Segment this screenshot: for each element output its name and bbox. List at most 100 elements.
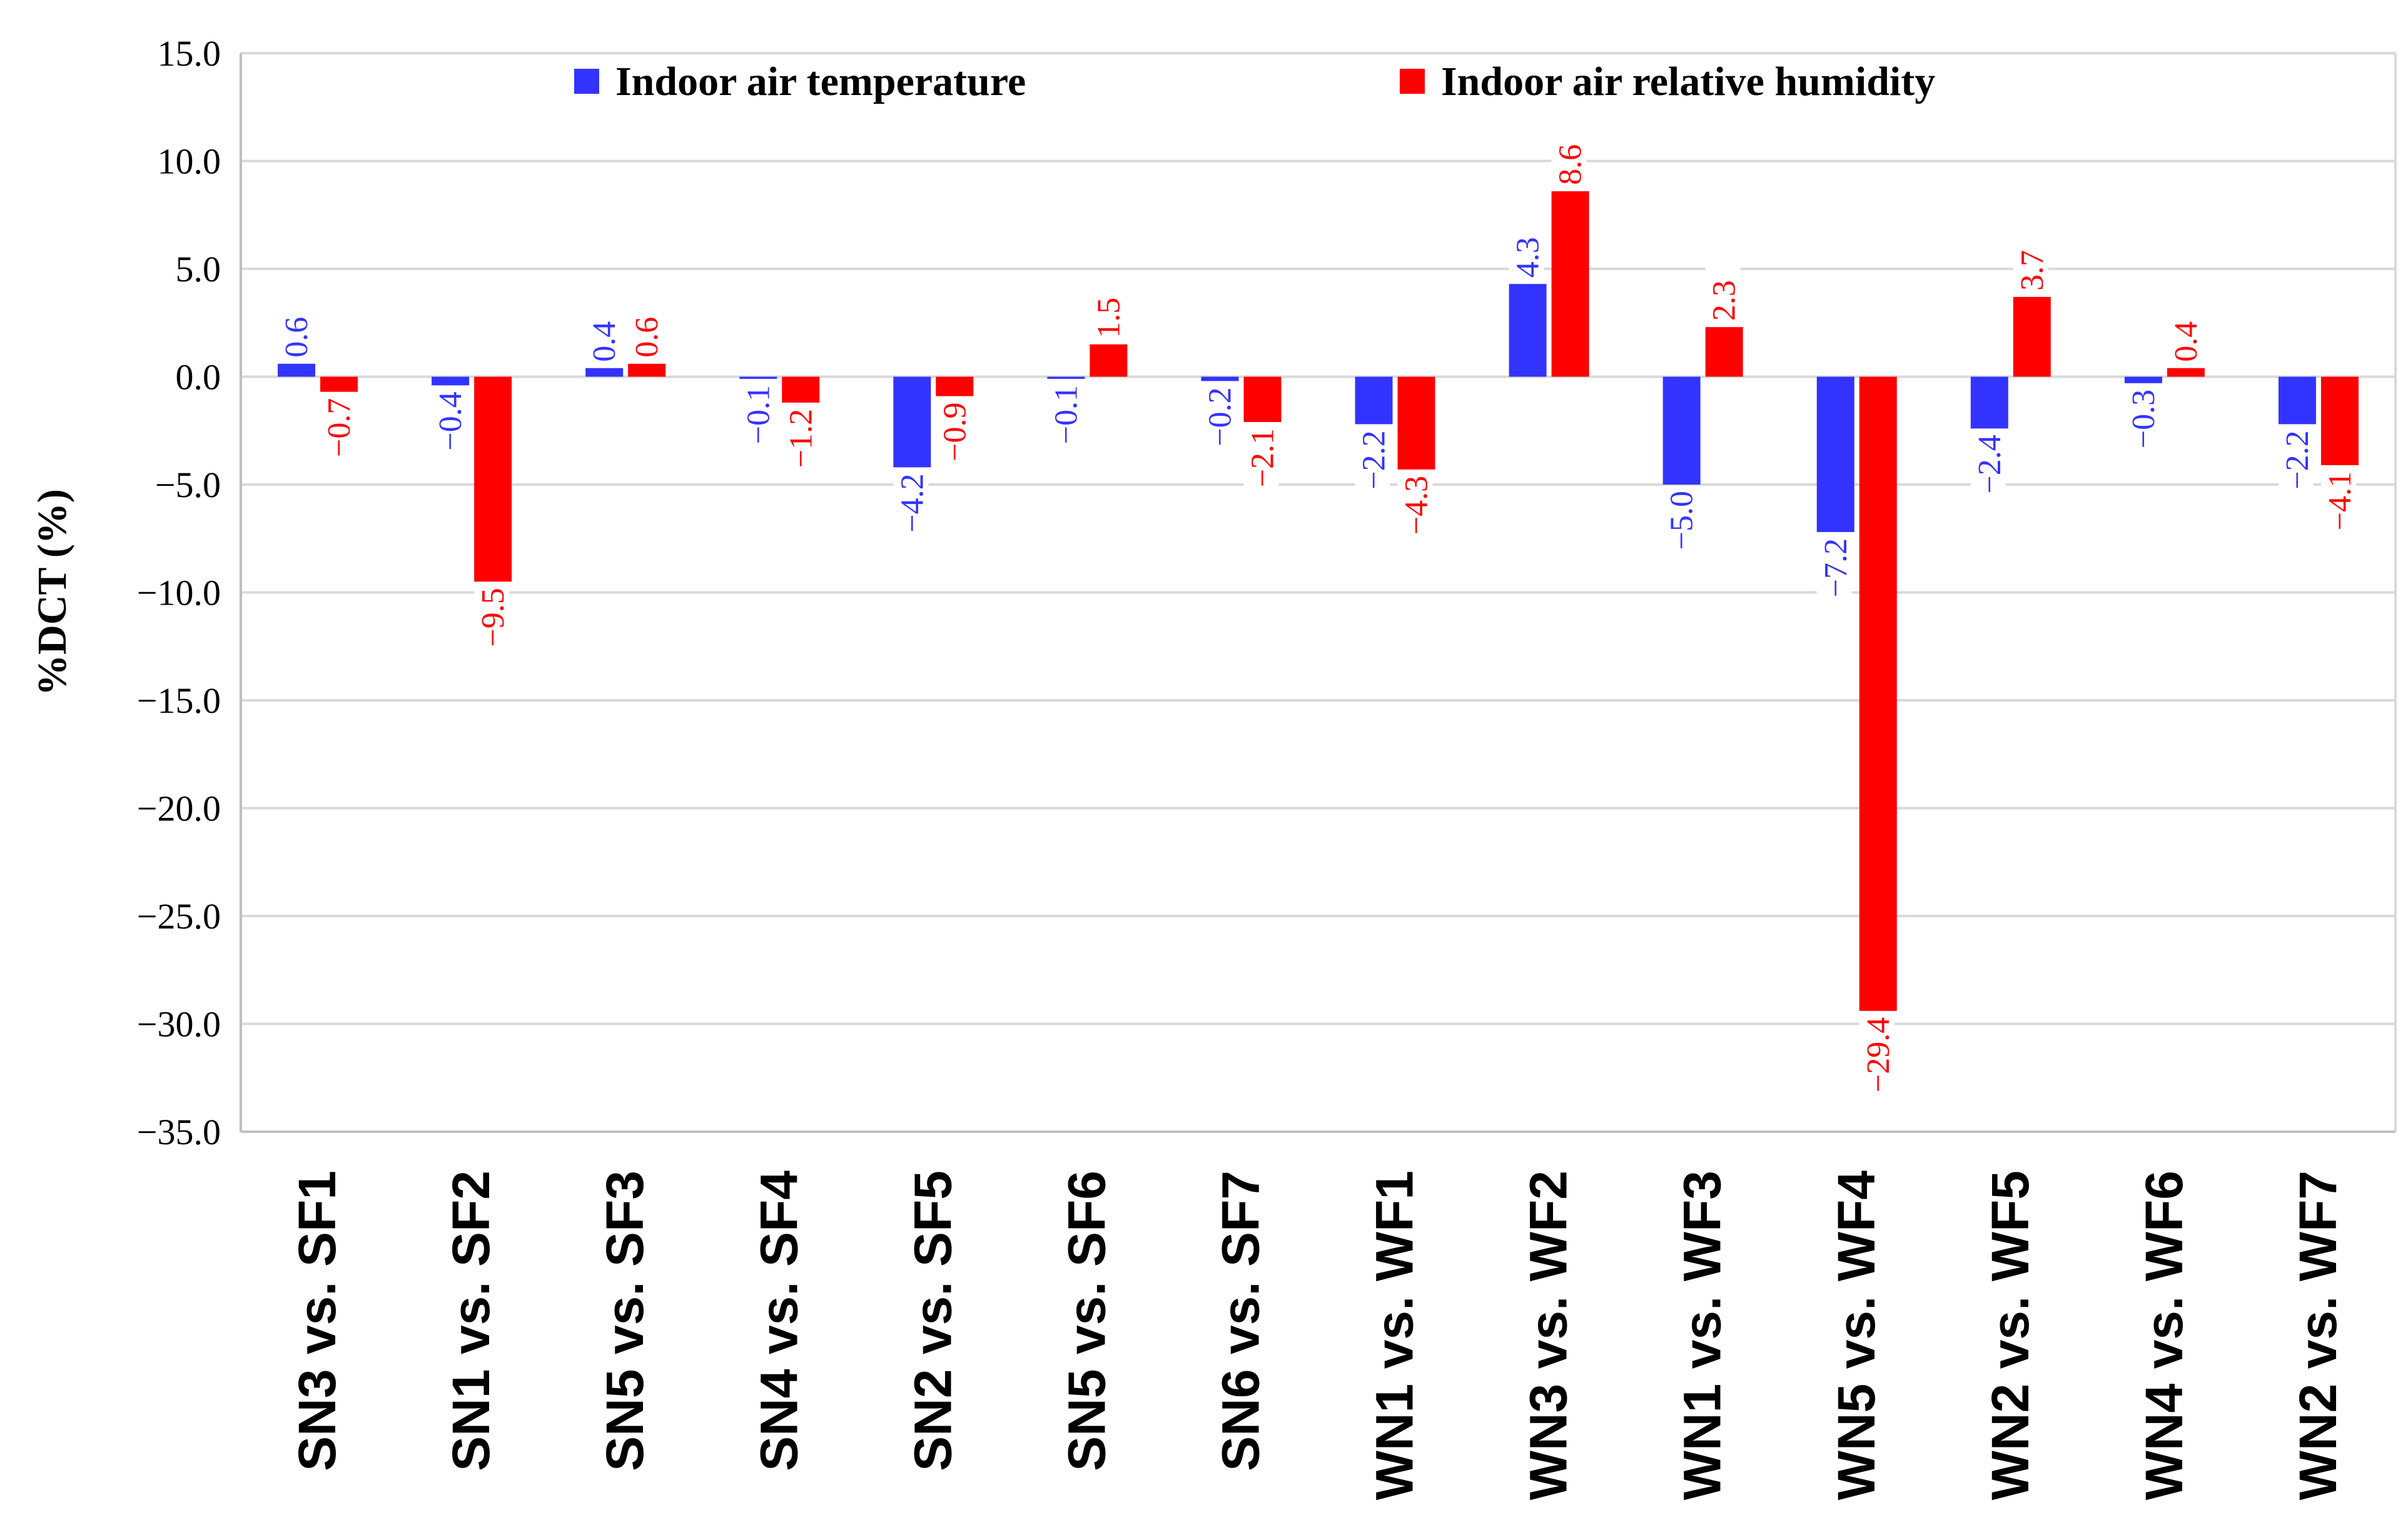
data-label-bg bbox=[1509, 223, 1544, 282]
data-label-group: −4.2 bbox=[893, 470, 930, 545]
bar-temperature bbox=[2124, 376, 2162, 383]
data-label-bg bbox=[1090, 283, 1125, 342]
data-label-group: −2.2 bbox=[1355, 426, 1392, 502]
x-tick-label: WN2 vs. WF5 bbox=[1981, 1170, 2040, 1500]
legend-label-temperature: Indoor air temperature bbox=[615, 59, 1026, 104]
bar-temperature bbox=[1816, 376, 1854, 532]
data-label-bg bbox=[585, 307, 621, 366]
data-label-group: 0.6 bbox=[628, 303, 665, 361]
data-label-group: −0.9 bbox=[936, 398, 973, 474]
data-label-group: −1.2 bbox=[782, 405, 819, 480]
data-label-bg bbox=[1705, 266, 1741, 325]
data-label-bg bbox=[1397, 471, 1433, 547]
bar-humidity bbox=[320, 376, 358, 392]
data-label: 0.4 bbox=[587, 321, 622, 362]
bars bbox=[278, 191, 2359, 1011]
y-tick-label: −35.0 bbox=[137, 1112, 221, 1152]
data-label-group: −2.4 bbox=[1970, 431, 2008, 506]
bar-temperature bbox=[1047, 376, 1085, 379]
x-tick-label: WN4 vs. WF6 bbox=[2135, 1170, 2193, 1500]
bar-humidity bbox=[782, 376, 820, 403]
data-label-bg bbox=[1243, 424, 1279, 500]
bar-temperature bbox=[1355, 376, 1393, 425]
data-label: −2.2 bbox=[2280, 430, 2315, 489]
data-label: 4.3 bbox=[1510, 237, 1546, 278]
data-labels: 0.6−0.7 −0.4−9.50.4 0.6−0.1 −1.2−4.2−0.9 −0.… bbox=[278, 130, 2358, 1105]
data-label: −0.2 bbox=[1202, 387, 1238, 446]
data-label-group: −0.4 bbox=[432, 388, 468, 463]
x-categories: SN3 vs. SF1 SN1 vs. SF2 SN5 vs. SF3 SN4 vs.… bbox=[288, 1170, 2347, 1501]
y-tick-label: 5.0 bbox=[176, 249, 221, 289]
bar-humidity bbox=[1705, 327, 1743, 377]
data-label: −4.1 bbox=[2322, 471, 2358, 530]
data-label: −2.1 bbox=[1245, 428, 1280, 487]
y-tick-label: −5.0 bbox=[155, 465, 221, 505]
data-label-group: −4.1 bbox=[2320, 467, 2358, 543]
bar-temperature bbox=[2278, 376, 2316, 425]
y-tick-label: −30.0 bbox=[137, 1004, 221, 1045]
y-tick-label: −15.0 bbox=[137, 680, 221, 721]
x-tick-label: SN3 vs. SF1 bbox=[288, 1170, 347, 1471]
data-label: 0.4 bbox=[2168, 321, 2204, 362]
y-ticks: 15.0 10.0 5.0 0.0 −5.0 −10.0 −15.0 −20.0 −25.0 −3… bbox=[137, 33, 221, 1152]
data-label: −5.0 bbox=[1664, 491, 1700, 550]
data-label: −4.3 bbox=[1399, 476, 1435, 535]
x-tick-label: WN2 vs. WF7 bbox=[2289, 1170, 2347, 1500]
x-tick-label: SN6 vs. SF7 bbox=[1211, 1170, 1270, 1471]
data-label-group: 1.5 bbox=[1090, 283, 1126, 342]
data-label: −9.5 bbox=[475, 588, 511, 647]
x-tick-label: WN5 vs. WF4 bbox=[1827, 1170, 1886, 1501]
axes bbox=[240, 53, 2395, 1133]
legend: Indoor air temperature Indoor air relati… bbox=[574, 59, 1935, 104]
x-tick-label: WN3 vs. WF2 bbox=[1519, 1170, 1578, 1500]
data-label-group: 8.6 bbox=[1551, 130, 1589, 189]
bar-humidity bbox=[1859, 376, 1897, 1011]
data-label-group: −9.5 bbox=[474, 584, 511, 660]
data-label: −0.1 bbox=[1048, 385, 1084, 444]
data-label-bg bbox=[1551, 130, 1587, 189]
data-label: 0.6 bbox=[279, 317, 315, 358]
y-tick-label: −20.0 bbox=[137, 788, 221, 829]
data-label-bg bbox=[278, 303, 313, 361]
data-label: 0.6 bbox=[629, 317, 665, 358]
data-label-bg bbox=[2124, 385, 2160, 461]
data-label-bg bbox=[1355, 426, 1390, 502]
data-label: −0.9 bbox=[937, 403, 973, 461]
data-label-group: 0.4 bbox=[2167, 307, 2204, 366]
data-label-bg bbox=[2013, 236, 2048, 294]
bar-temperature bbox=[432, 376, 470, 386]
x-tick-label: WN1 vs. WF1 bbox=[1365, 1170, 1424, 1500]
x-tick-label: SN4 vs. SF4 bbox=[749, 1170, 808, 1471]
data-label-group: 3.7 bbox=[2013, 236, 2050, 294]
bar-temperature bbox=[1201, 376, 1239, 381]
data-label-bg bbox=[1201, 383, 1237, 459]
data-label: 3.7 bbox=[2015, 250, 2050, 291]
data-label: 8.6 bbox=[1553, 144, 1589, 185]
data-label: −4.2 bbox=[894, 473, 930, 532]
data-label-bg bbox=[936, 398, 971, 474]
bar-humidity bbox=[1243, 376, 1282, 422]
data-label: 2.3 bbox=[1707, 280, 1743, 321]
x-tick-label: WN1 vs. WF3 bbox=[1673, 1170, 1732, 1500]
data-label-bg bbox=[739, 381, 775, 456]
x-tick-label: SN2 vs. SF5 bbox=[903, 1170, 962, 1471]
x-tick-label: SN1 vs. SF2 bbox=[442, 1170, 500, 1471]
data-label: −7.2 bbox=[1818, 538, 1854, 597]
bar-temperature bbox=[278, 363, 316, 377]
y-tick-label: −10.0 bbox=[137, 573, 221, 613]
data-label-bg bbox=[2278, 426, 2314, 502]
data-label-bg bbox=[628, 303, 664, 361]
data-label: −0.1 bbox=[741, 385, 776, 444]
data-label-group: −0.2 bbox=[1201, 383, 1238, 459]
data-label-group: −0.3 bbox=[2124, 385, 2162, 461]
y-axis-label: %DCT (%) bbox=[29, 489, 75, 696]
bar-humidity bbox=[474, 376, 512, 582]
data-label-group: −4.3 bbox=[1397, 471, 1435, 547]
bar-temperature bbox=[585, 368, 624, 377]
data-label-group: 2.3 bbox=[1705, 266, 1743, 325]
data-label: 1.5 bbox=[1091, 298, 1126, 338]
data-label-bg bbox=[432, 388, 467, 463]
bar-temperature bbox=[1509, 284, 1547, 377]
data-label: −2.4 bbox=[1972, 435, 2008, 493]
data-label-bg bbox=[2320, 467, 2356, 543]
